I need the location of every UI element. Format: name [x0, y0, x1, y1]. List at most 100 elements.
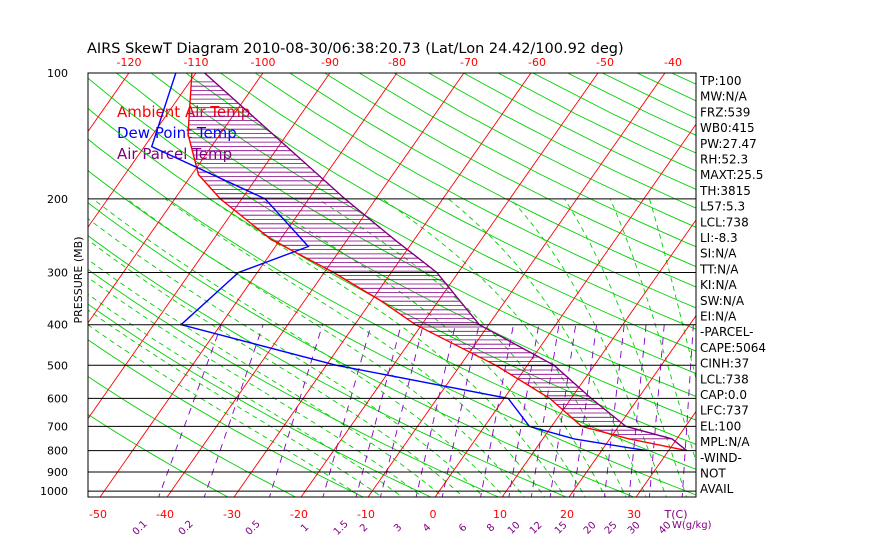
bottom-temp-tick-label: -10: [357, 508, 375, 521]
sounding-index-label: L57:5.3: [700, 200, 745, 214]
sounding-index-label: LI:-8.3: [700, 231, 738, 245]
mixing-ratio-line: [355, 324, 402, 497]
sounding-index-label: MPL:N/A: [700, 435, 750, 449]
legend-dew-point-temp: Dew Point Temp: [117, 124, 237, 142]
moist-adiabats: [88, 198, 696, 497]
dry-adiabat-line: [88, 375, 297, 497]
sounding-index-label: MW:N/A: [700, 90, 748, 104]
top-temp-tick-label: -100: [251, 56, 276, 69]
moist-adiabat-line: [88, 258, 444, 497]
mixing-ratio-line: [530, 324, 560, 497]
top-temp-tick-label: -120: [117, 56, 142, 69]
dry-adiabat-line: [220, 73, 696, 330]
sounding-index-label: WB0:415: [700, 121, 755, 135]
sounding-index-label: LFC:737: [700, 404, 749, 418]
dry-adiabat-line: [88, 339, 365, 497]
moist-adiabat-line: [259, 198, 586, 497]
moist-adiabat-line: [510, 198, 667, 497]
mixing-ratio-line: [681, 324, 694, 497]
moist-adiabat-line: [88, 239, 464, 497]
moist-adiabat-line: [209, 198, 566, 497]
mixing-ratio-line: [628, 324, 647, 497]
bottom-temp-tick-label: -50: [89, 508, 107, 521]
isotherm-line: [568, 314, 696, 497]
sounding-index-label: CAP:0.0: [700, 388, 747, 402]
moist-adiabat-line: [564, 198, 688, 497]
mixing-ratio-line: [480, 324, 514, 497]
chart-title: AIRS SkewT Diagram 2010-08-30/06:38:20.7…: [87, 41, 624, 57]
pressure-tick-label: 700: [47, 420, 68, 433]
dry-adiabat-line: [254, 73, 696, 309]
sounding-index-label: CINH:37: [700, 357, 749, 371]
moist-adiabat-line: [381, 198, 627, 497]
bottom-temp-tick-label: -30: [223, 508, 241, 521]
moist-adiabat-line: [92, 198, 505, 497]
moist-adiabat-line: [88, 309, 383, 497]
isotherm-line: [88, 73, 331, 420]
dry-adiabat-line: [185, 73, 696, 352]
pressure-tick-label: 800: [47, 445, 68, 458]
sounding-index-label: SI:N/A: [700, 247, 737, 261]
mixing-ratio-line: [322, 324, 372, 497]
pressure-tick-label: 200: [47, 193, 68, 206]
sounding-index-label: CAPE:5064: [700, 341, 766, 355]
sounding-index-label: LCL:738: [700, 215, 749, 229]
dry-adiabat-line: [88, 268, 500, 497]
sounding-index-label: MAXT:25.5: [700, 168, 763, 182]
sounding-index-label: LCL:738: [700, 372, 749, 386]
cape-hatching: [188, 81, 672, 440]
bottom-temp-tick-label: 10: [493, 508, 507, 521]
dry-adiabat-line: [88, 169, 696, 496]
dry-adiabat-line: [88, 202, 635, 497]
pressure-tick-label: 100: [47, 67, 68, 80]
sounding-index-label: SW:N/A: [700, 294, 745, 308]
top-temp-tick-label: -60: [528, 56, 546, 69]
moist-adiabat-line: [88, 276, 424, 497]
mixing-ratio-line: [415, 324, 456, 497]
dry-adiabat-line: [324, 73, 696, 268]
sounding-index-label: EL:100: [700, 419, 741, 433]
isotherm-line: [233, 73, 532, 497]
mixing-ratio-lines: [158, 324, 694, 497]
dry-adiabat-line: [359, 73, 696, 248]
mixing-ratio-unit-label: W(g/kg): [672, 520, 712, 531]
y-axis-label: PRESSURE (MB): [72, 237, 85, 324]
mixing-ratio-line: [379, 324, 424, 497]
plot-border: [87, 72, 697, 498]
sounding-index-label: KI:N/A: [700, 278, 737, 292]
isobars: [88, 72, 696, 492]
top-temp-tick-label: -70: [460, 56, 478, 69]
moist-adiabat-line: [448, 198, 647, 497]
isotherm-line: [88, 73, 264, 324]
sounding-index-label: EI:N/A: [700, 310, 737, 324]
pressure-tick-label: 1000: [40, 485, 68, 498]
mixing-ratio-line: [648, 324, 665, 497]
sounding-index-label: AVAIL: [700, 482, 734, 496]
moist-adiabat-line: [88, 218, 485, 497]
moist-adiabat-line: [649, 198, 696, 381]
isotherm-line: [88, 73, 197, 228]
bottom-temp-tick-label: -40: [156, 508, 174, 521]
bottom-temp-tick-label: 20: [560, 508, 574, 521]
plot-frame: [87, 72, 697, 498]
pressure-tick-label: 500: [47, 359, 68, 372]
pressure-tick-label: 900: [47, 466, 68, 479]
mixing-ratio-line: [158, 324, 222, 497]
sounding-index-label: RH:52.3: [700, 153, 748, 167]
mixing-ratio-line: [269, 324, 323, 497]
isotherm-line: [166, 73, 465, 497]
isotherm-line: [635, 410, 696, 497]
isotherm-line: [501, 219, 696, 497]
moist-adiabat-line: [88, 324, 363, 497]
sounding-index-label: TT:N/A: [699, 262, 739, 276]
sounding-index-label: TH:3815: [699, 184, 751, 198]
sounding-index-label: TP:100: [699, 74, 742, 88]
isotherm-line: [434, 123, 696, 497]
mixing-ratio-line: [549, 324, 577, 497]
sounding-index-label: NOT: [700, 467, 726, 481]
isotherm-line: [367, 73, 666, 497]
isotherm-line: [99, 73, 398, 497]
top-temp-tick-label: -80: [388, 56, 406, 69]
sounding-index-label: FRZ:539: [700, 105, 750, 119]
